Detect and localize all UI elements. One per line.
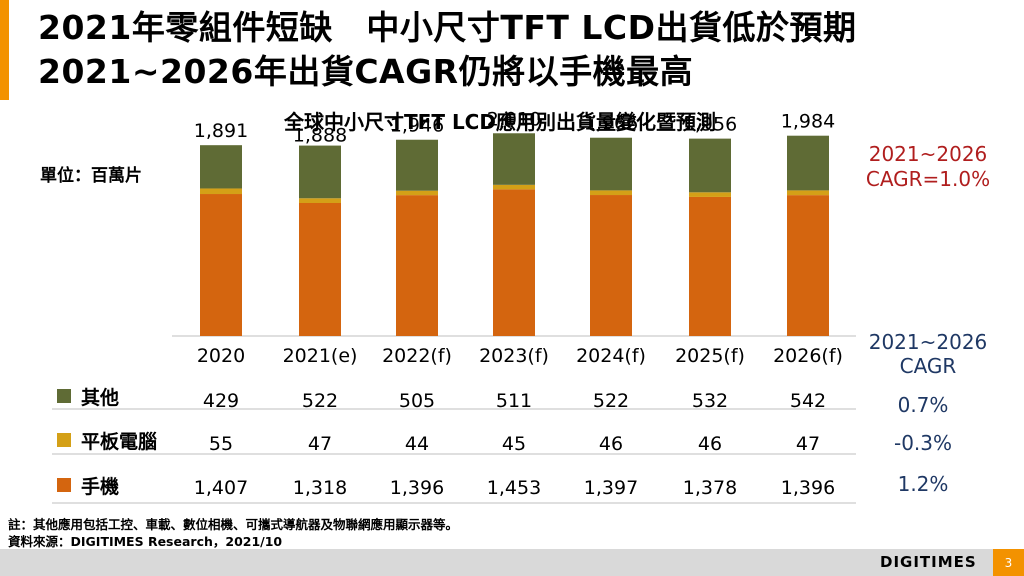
table-value-phone-4: 1,397: [584, 477, 638, 499]
category-label-0: 2020: [197, 345, 245, 367]
total-label-3: 2,010: [487, 108, 541, 130]
others-swatch: [57, 389, 71, 403]
table-value-tablet-6: 47: [796, 433, 820, 455]
phone-swatch: [57, 478, 71, 492]
total-label-1: 1,888: [293, 125, 347, 147]
total-label-0: 1,891: [194, 120, 248, 142]
bar-segment-phone-4: [590, 195, 632, 336]
slide-title-line1: 2021年零組件短缺 中小尺寸TFT LCD出貨低於預期: [38, 8, 857, 47]
cagr-header-label: CAGR: [899, 354, 957, 378]
bar-segment-others-1: [299, 145, 341, 199]
table-value-tablet-4: 46: [599, 433, 623, 455]
bar-segment-tablet-4: [590, 190, 632, 196]
footnote: 註：其他應用包括工控、車載、數位相機、可攜式導航器及物聯網應用顯示器等。: [8, 517, 459, 532]
bar-segment-others-6: [787, 135, 829, 191]
table-value-others-1: 522: [302, 390, 338, 412]
source-note: 資料來源：DIGITIMES Research，2021/10: [8, 534, 283, 549]
bar-segment-tablet-2: [396, 190, 438, 196]
table-value-tablet-1: 47: [308, 433, 332, 455]
bar-segment-others-0: [200, 145, 242, 189]
total-label-4: 1,966: [584, 113, 638, 135]
bar-segment-others-3: [493, 133, 535, 185]
legend-tablet-label: 平板電腦: [81, 430, 158, 453]
table-value-tablet-2: 44: [405, 433, 429, 455]
overall-cagr-period: 2021~2026: [868, 142, 988, 166]
table-value-phone-5: 1,378: [683, 477, 737, 499]
page-number: 3: [993, 549, 1024, 576]
cagr-others: 0.7%: [897, 393, 949, 417]
table-value-phone-6: 1,396: [781, 477, 835, 499]
category-label-1: 2021(e): [283, 345, 358, 367]
bar-segment-others-2: [396, 139, 438, 191]
category-label-6: 2026(f): [773, 345, 843, 367]
cagr-column-header: 2021~2026 CAGR: [858, 330, 998, 378]
footer-band: [0, 549, 1024, 576]
bar-segment-tablet-0: [200, 188, 242, 195]
bar-segment-phone-6: [787, 195, 829, 336]
total-label-5: 1,956: [683, 114, 737, 136]
accent-bar: [0, 0, 9, 100]
bar-segment-phone-3: [493, 189, 535, 336]
table-value-others-0: 429: [203, 390, 239, 412]
legend-others-label: 其他: [81, 386, 120, 409]
bar-segment-tablet-3: [493, 184, 535, 190]
total-label-6: 1,984: [781, 111, 835, 133]
cagr-header-period: 2021~2026: [868, 330, 988, 354]
bar-segment-tablet-5: [689, 192, 731, 197]
category-label-5: 2025(f): [675, 345, 745, 367]
stacked-bar-chart: 1,891 2020 429 55 1,407 1,888 2021(e) 522 47 1,31…: [52, 108, 856, 504]
legend-phone: 手機: [57, 470, 119, 500]
overall-cagr-value: CAGR=1.0%: [865, 167, 991, 191]
total-label-2: 1,946: [390, 115, 444, 137]
chart-title: 全球中小尺寸TFT LCD應用別出貨量變化暨預測: [284, 110, 716, 134]
slide-title-line2: 2021~2026年出貨CAGR仍將以手機最高: [38, 52, 694, 91]
bar-segment-phone-2: [396, 195, 438, 336]
digitimes-logo: DIGITIMES: [880, 553, 977, 571]
table-value-others-2: 505: [399, 390, 435, 412]
table-value-others-5: 532: [692, 390, 728, 412]
table-value-tablet-3: 45: [502, 433, 526, 455]
table-value-tablet-0: 55: [209, 433, 233, 455]
overall-cagr: 2021~2026 CAGR=1.0%: [858, 142, 998, 192]
legend-tablet: 平板電腦: [57, 425, 157, 455]
bar-segment-tablet-6: [787, 190, 829, 196]
category-label-4: 2024(f): [576, 345, 646, 367]
unit-label: 單位：百萬片: [40, 166, 142, 186]
table-value-phone-3: 1,453: [487, 477, 541, 499]
bar-segment-tablet-1: [299, 198, 341, 204]
category-label-3: 2023(f): [479, 345, 549, 367]
cagr-phone: 1.2%: [897, 472, 949, 496]
bar-segment-phone-1: [299, 203, 341, 336]
table-value-phone-2: 1,396: [390, 477, 444, 499]
bar-segment-others-5: [689, 138, 731, 193]
table-value-phone-1: 1,318: [293, 477, 347, 499]
legend-others: 其他: [57, 381, 119, 411]
bar-segment-phone-5: [689, 196, 731, 336]
table-value-phone-0: 1,407: [194, 477, 248, 499]
legend-phone-label: 手機: [81, 475, 120, 498]
table-value-others-6: 542: [790, 390, 826, 412]
table-value-others-3: 511: [496, 390, 532, 412]
table-value-tablet-5: 46: [698, 433, 722, 455]
tablet-swatch: [57, 433, 71, 447]
bar-segment-phone-0: [200, 194, 242, 336]
category-label-2: 2022(f): [382, 345, 452, 367]
cagr-tablet: -0.3%: [893, 431, 953, 455]
table-value-others-4: 522: [593, 390, 629, 412]
bar-segment-others-4: [590, 137, 632, 191]
